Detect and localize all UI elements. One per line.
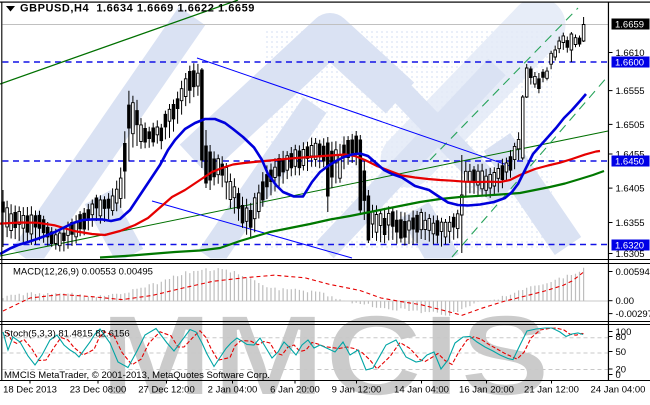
svg-text:21 Jan 12:00: 21 Jan 12:00 bbox=[524, 385, 579, 396]
svg-text:Stoch(5,3,3) 81.4815 82.6156: Stoch(5,3,3) 81.4815 82.6156 bbox=[4, 329, 130, 340]
svg-text:14 Jan 04:00: 14 Jan 04:00 bbox=[394, 385, 449, 396]
svg-text:9 Jan 12:00: 9 Jan 12:00 bbox=[332, 385, 382, 396]
svg-text:0.00594: 0.00594 bbox=[616, 267, 650, 278]
svg-text:1.6355: 1.6355 bbox=[616, 218, 645, 229]
svg-text:1.6505: 1.6505 bbox=[616, 120, 645, 131]
svg-text:-0.00297: -0.00297 bbox=[616, 309, 650, 320]
svg-text:24 Jan 04:00: 24 Jan 04:00 bbox=[591, 385, 646, 396]
svg-text:1.6320: 1.6320 bbox=[615, 241, 644, 252]
svg-text:6 Jan 20:00: 6 Jan 20:00 bbox=[270, 385, 320, 396]
svg-text:0: 0 bbox=[616, 370, 621, 381]
svg-text:1.6555: 1.6555 bbox=[616, 86, 645, 97]
svg-text:GBPUSD,H4 1.6634 1.6669 1.662: GBPUSD,H4 1.6634 1.6669 1.6622 1.6659 bbox=[20, 3, 255, 15]
svg-text:1.6600: 1.6600 bbox=[615, 58, 644, 69]
svg-text:1.6659: 1.6659 bbox=[615, 20, 644, 31]
svg-text:16 Jan 20:00: 16 Jan 20:00 bbox=[459, 385, 514, 396]
svg-text:27 Dec 12:00: 27 Dec 12:00 bbox=[138, 385, 195, 396]
svg-text:0.00: 0.00 bbox=[616, 296, 635, 307]
svg-text:1.6405: 1.6405 bbox=[616, 184, 645, 195]
svg-text:23 Dec 08:00: 23 Dec 08:00 bbox=[70, 385, 127, 396]
svg-text:1.6450: 1.6450 bbox=[615, 157, 644, 168]
svg-text:MMCIS MetaTrader, © 2001-2013,: MMCIS MetaTrader, © 2001-2013, MetaQuote… bbox=[4, 370, 270, 381]
svg-text:2 Jan 04:00: 2 Jan 04:00 bbox=[208, 385, 258, 396]
svg-text:18 Dec 2013: 18 Dec 2013 bbox=[3, 385, 57, 396]
svg-text:50: 50 bbox=[616, 347, 627, 358]
svg-text:80: 80 bbox=[616, 332, 627, 343]
svg-text:MACD(12,26,9) 0.00553 0.00495: MACD(12,26,9) 0.00553 0.00495 bbox=[13, 267, 153, 278]
